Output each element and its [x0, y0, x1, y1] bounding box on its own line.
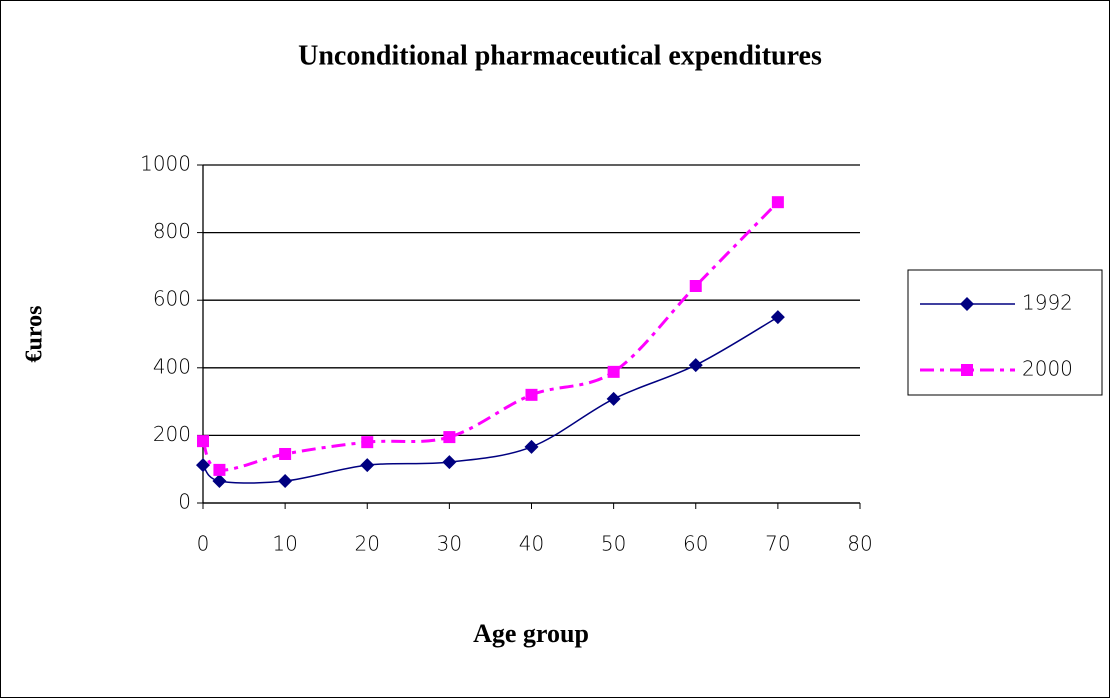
- chart-title: Unconditional pharmaceutical expenditure…: [298, 40, 822, 71]
- y-tick-label: 800: [153, 219, 191, 243]
- data-point: [606, 391, 621, 406]
- data-point: [196, 458, 210, 473]
- x-tick-label: 80: [847, 532, 872, 556]
- x-tick-label: 60: [683, 532, 708, 556]
- data-point: [607, 365, 620, 378]
- y-tick-label: 600: [153, 287, 191, 311]
- legend-label: 2000: [1022, 357, 1073, 381]
- data-point: [360, 458, 375, 473]
- data-point: [525, 388, 538, 401]
- y-tick-label: 1000: [140, 152, 191, 176]
- data-point: [689, 280, 702, 293]
- x-tick-label: 30: [437, 532, 462, 556]
- data-point: [278, 474, 293, 489]
- legend-box: [907, 269, 1103, 396]
- x-tick-label: 50: [601, 532, 626, 556]
- data-point: [770, 310, 785, 325]
- data-point: [771, 196, 784, 209]
- data-point: [197, 435, 209, 448]
- data-point: [213, 463, 226, 476]
- legend-marker: [961, 364, 973, 376]
- y-tick-label: 0: [178, 490, 191, 514]
- x-tick-label: 10: [272, 532, 297, 556]
- legend-marker: [960, 297, 974, 311]
- data-point: [279, 447, 292, 460]
- data-point: [443, 431, 456, 444]
- data-point: [524, 439, 539, 454]
- y-axis-label: €uros: [22, 306, 48, 363]
- y-tick-label: 200: [153, 422, 191, 446]
- data-point: [212, 474, 227, 489]
- x-tick-label: 40: [519, 532, 544, 556]
- x-tick-label: 0: [197, 532, 210, 556]
- y-tick-label: 400: [153, 354, 191, 378]
- series-line: [201, 201, 779, 472]
- x-axis-label: Age group: [473, 619, 589, 648]
- x-tick-label: 70: [765, 532, 790, 556]
- data-point: [442, 455, 457, 470]
- x-tick-label: 20: [355, 532, 380, 556]
- legend-label: 1992: [1022, 291, 1073, 315]
- data-point: [688, 358, 703, 373]
- data-point: [361, 436, 374, 449]
